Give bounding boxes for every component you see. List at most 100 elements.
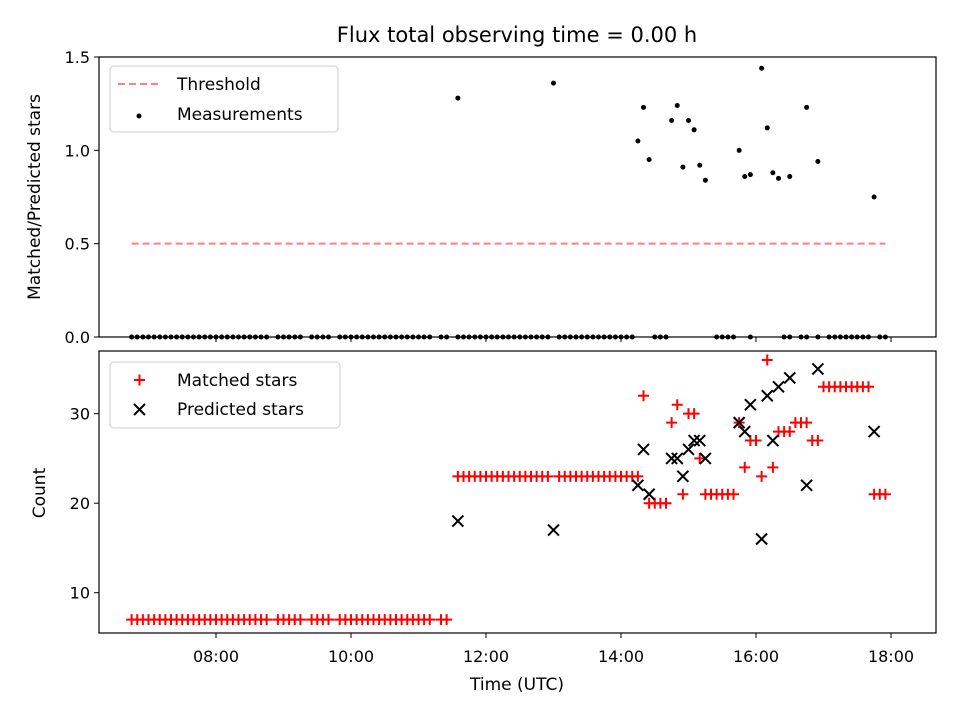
matched-star-point (688, 408, 700, 420)
measurement-point (759, 65, 765, 71)
measurement-point (669, 117, 675, 123)
matched-legend-swatch (134, 374, 145, 386)
predicted-star-point (772, 380, 785, 394)
measurement-point (787, 173, 793, 179)
bottom-axes-frame (98, 350, 937, 634)
matched-star-point (660, 497, 672, 509)
predicted-star-point (738, 425, 751, 438)
top-axes-frame (98, 56, 937, 338)
measurement-point (776, 175, 781, 181)
predicted-star-point (766, 434, 780, 447)
predicted-star-point (676, 470, 690, 483)
matched-star-point (739, 461, 751, 473)
predicted-star-point (642, 488, 656, 501)
x-tick-label: 10:00 (328, 647, 374, 666)
x-tick-label: 16:00 (733, 647, 779, 666)
measurement-point (646, 157, 652, 163)
matched-star-point (728, 488, 739, 500)
predicted-star-point (744, 398, 757, 411)
bottom-y-tick-label: 10 (70, 584, 90, 603)
matched-star-point (261, 614, 273, 626)
predicted-legend-swatch (133, 403, 146, 416)
bottom-x-axis: 08:00 10:00 12:00 14:00 16:00 18:00 (193, 633, 914, 666)
top-panel: Flux total observing time = 0.00 h 0.00.… (25, 23, 937, 347)
measurement-point (674, 103, 680, 109)
predicted-star-point (682, 443, 695, 456)
predicted-star-point (800, 479, 813, 492)
measurement-point (635, 138, 641, 144)
x-tick-label: 08:00 (193, 647, 239, 666)
measurement-point (871, 194, 877, 200)
threshold-legend-label: Threshold (176, 75, 261, 95)
measurement-point (815, 159, 821, 165)
measurement-point (551, 80, 556, 86)
predicted-star-point (631, 479, 645, 492)
matched-star-point (756, 470, 768, 482)
measurement-point (686, 117, 691, 123)
top-y-tick-label: 1.5 (65, 48, 90, 67)
matched-star-point (424, 614, 436, 626)
measurement-point (764, 125, 770, 131)
measurement-point (680, 164, 686, 170)
measurements-legend-swatch (136, 113, 142, 119)
bottom-y-tick-label: 20 (70, 494, 90, 513)
matched-star-point (784, 426, 796, 438)
matched-star-point (767, 461, 779, 473)
bottom-legend-box (109, 361, 341, 429)
top-y-axis: 0.0 0.5 1.0 1.5 (65, 48, 99, 347)
x-tick-label: 18:00 (868, 647, 914, 666)
measurement-point (804, 104, 810, 110)
matched-star-point (750, 435, 762, 447)
predicted-star-point (665, 452, 678, 465)
matched-star-point (801, 417, 813, 429)
matched-star-point (812, 435, 824, 447)
top-legend-box (109, 65, 339, 133)
measurements-legend-label: Measurements (177, 105, 303, 125)
predicted-star-point (547, 523, 560, 537)
x-tick-label: 14:00 (598, 647, 644, 666)
predicted-star-point (867, 425, 881, 438)
bottom-legend: Matched stars Predicted stars (109, 361, 341, 429)
measurement-point (702, 177, 708, 183)
predicted-star-point (687, 434, 701, 447)
predicted-star-point (637, 443, 650, 456)
measurement-point (742, 173, 748, 179)
top-y-tick-label: 1.0 (65, 141, 90, 160)
chart-title: Flux total observing time = 0.00 h (337, 23, 697, 47)
predicted-star-point (699, 452, 712, 465)
predicted-legend-label: Predicted stars (177, 400, 304, 420)
measurement-point (736, 147, 742, 153)
predicted-star-point (451, 514, 465, 528)
matched-star-point (671, 399, 683, 411)
matched-star-point (323, 614, 334, 626)
matched-star-point (879, 488, 891, 500)
x-axis-label: Time (UTC) (469, 675, 564, 695)
bottom-panel: 10 20 30 08:00 10:00 12:00 14:00 16:00 18:00 Co… (30, 350, 937, 695)
top-y-axis-label: Matched/Predicted stars (25, 94, 45, 300)
x-tick-label: 12:00 (463, 647, 509, 666)
matched-star-point (677, 488, 689, 500)
predicted-star-point (811, 362, 825, 376)
measurement-point (770, 170, 776, 176)
predicted-star-point (755, 532, 768, 546)
predicted-star-point (693, 434, 706, 447)
bottom-y-axis-label: Count (30, 467, 50, 518)
predicted-star-point (783, 371, 796, 385)
predicted-star-point (732, 416, 746, 429)
top-legend: Threshold Measurements (109, 65, 339, 133)
matched-star-point (666, 417, 678, 429)
bottom-y-tick-label: 30 (70, 405, 90, 424)
matched-legend-label: Matched stars (177, 371, 297, 391)
matched-star-point (542, 470, 554, 482)
bottom-y-axis: 10 20 30 (70, 405, 99, 603)
matched-star-point (294, 614, 306, 626)
predicted-star-point (671, 452, 684, 465)
matched-star-point (638, 390, 649, 402)
count-series (126, 354, 891, 626)
top-y-tick-label: 0.5 (65, 235, 90, 254)
matched-star-point (863, 381, 874, 393)
matched-star-point (632, 470, 644, 482)
predicted-star-point (761, 389, 774, 402)
top-x-axis (215, 337, 892, 342)
